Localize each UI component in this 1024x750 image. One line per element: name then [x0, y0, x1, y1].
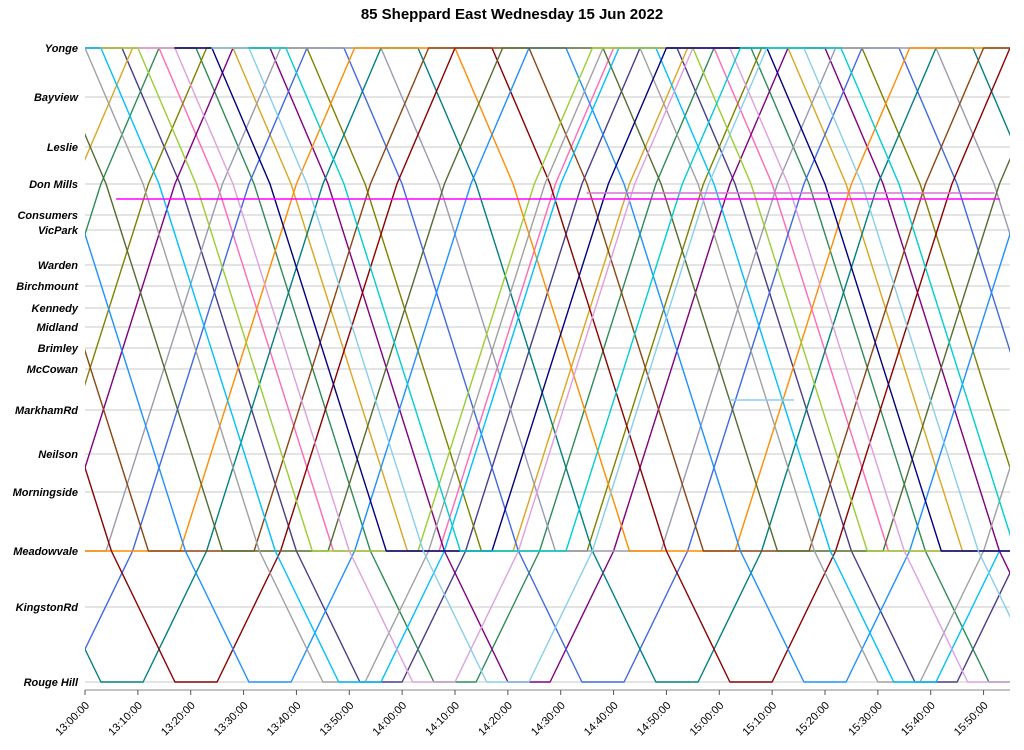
- station-label: Warden: [38, 260, 78, 272]
- time-label: 13:40:00: [265, 700, 304, 739]
- time-label: 13:00:00: [53, 700, 92, 739]
- station-label: Leslie: [47, 142, 78, 154]
- station-label: Kennedy: [32, 303, 79, 315]
- station-label: VicPark: [38, 225, 79, 237]
- station-label: Bayview: [34, 92, 79, 104]
- time-label: 15:30:00: [846, 700, 885, 739]
- station-label: Yonge: [45, 43, 78, 55]
- station-label: KingstonRd: [16, 602, 79, 614]
- station-label: Consumers: [17, 210, 78, 222]
- time-label: 14:50:00: [635, 700, 674, 739]
- time-label: 13:50:00: [318, 700, 357, 739]
- time-label: 15:10:00: [740, 700, 779, 739]
- station-label: Midland: [36, 322, 78, 334]
- trip-line: [85, 47, 1010, 683]
- time-label: 13:10:00: [106, 700, 145, 739]
- trip-line: [248, 47, 1010, 552]
- station-label: MarkhamRd: [15, 405, 78, 417]
- time-label: 14:40:00: [582, 700, 621, 739]
- station-label: Brimley: [38, 343, 79, 355]
- trip-line: [85, 47, 1010, 683]
- station-label: McCowan: [27, 364, 79, 376]
- time-label: 15:00:00: [688, 700, 727, 739]
- time-label: 15:20:00: [793, 700, 832, 739]
- time-label: 14:20:00: [476, 700, 515, 739]
- station-label: Morningside: [13, 487, 78, 499]
- station-label: Neilson: [38, 449, 78, 461]
- trip-line: [85, 47, 1010, 552]
- time-label: 13:20:00: [159, 700, 198, 739]
- trip-line: [85, 47, 1010, 683]
- trips-group: [85, 47, 1010, 683]
- trip-line: [174, 47, 1010, 552]
- trip-line: [137, 47, 1010, 683]
- chart-title: 85 Sheppard East Wednesday 15 Jun 2022: [360, 6, 664, 23]
- trip-line: [85, 47, 1010, 683]
- station-label: Meadowvale: [13, 546, 78, 558]
- trip-line: [85, 47, 1010, 683]
- trip-line: [211, 47, 1010, 683]
- trip-line: [100, 47, 974, 552]
- time-label: 13:30:00: [212, 700, 251, 739]
- time-label: 15:40:00: [899, 700, 938, 739]
- station-label: Don Mills: [29, 179, 78, 191]
- time-label: 14:30:00: [529, 700, 568, 739]
- trip-line: [85, 47, 1010, 683]
- station-label: Birchmount: [16, 281, 79, 293]
- trip-line: [85, 47, 1010, 552]
- time-label: 15:50:00: [952, 700, 991, 739]
- time-label: 14:10:00: [423, 700, 462, 739]
- time-label: 14:00:00: [370, 700, 409, 739]
- trip-line: [85, 47, 1001, 683]
- station-label: Rouge Hill: [24, 677, 79, 689]
